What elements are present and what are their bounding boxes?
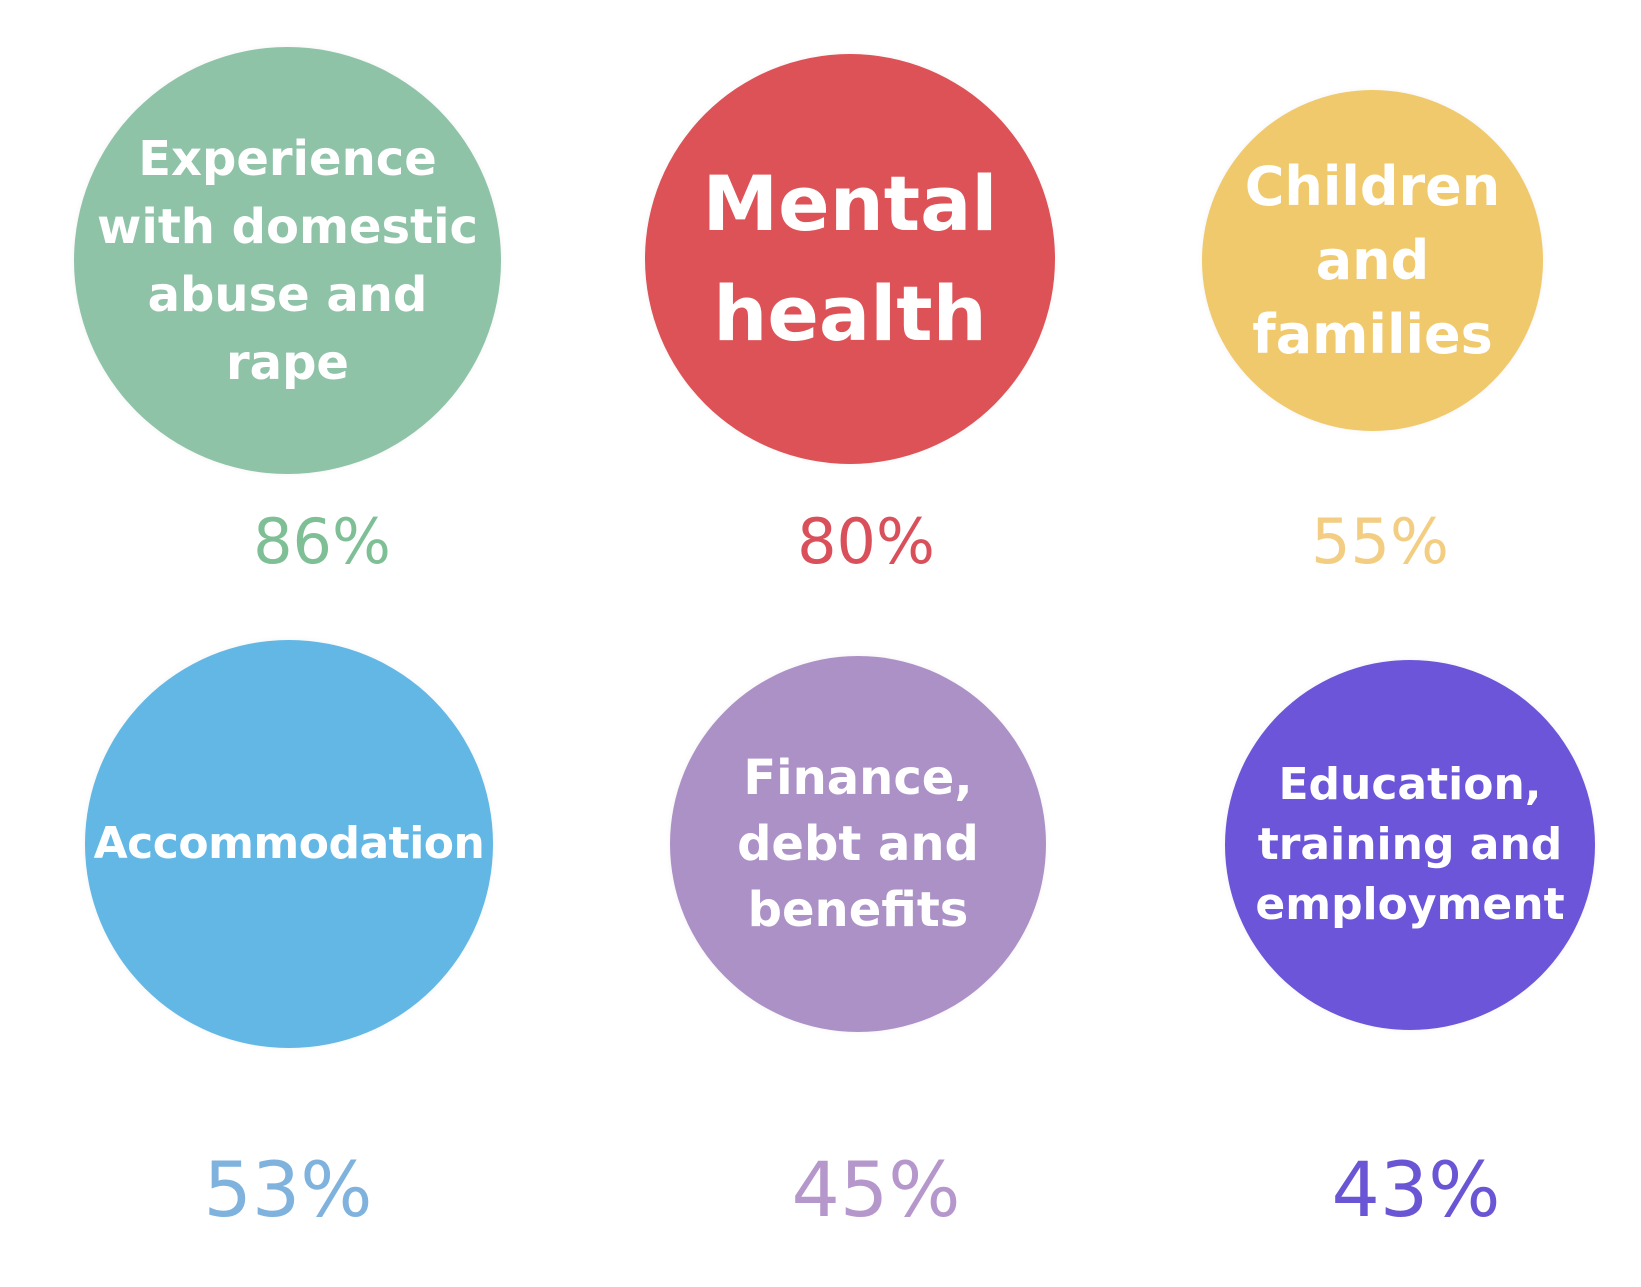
circle-accommodation: Accommodation [85, 640, 493, 1048]
percent-finance: 45% [791, 1145, 961, 1234]
circle-mental-health: Mental health [645, 54, 1055, 464]
circle-label: Children and families [1244, 154, 1501, 366]
circle-education: Education, training and employment [1225, 660, 1595, 1030]
percent-domestic-abuse: 86% [253, 505, 391, 578]
percent-accommodation: 53% [203, 1145, 373, 1234]
circle-label: Mental health [702, 159, 998, 358]
circle-label: Education, training and employment [1255, 759, 1565, 930]
circle-children-families: Children and families [1202, 90, 1543, 431]
circle-label: Experience with domestic abuse and rape [97, 130, 478, 391]
percent-children-families: 55% [1311, 505, 1449, 578]
circle-domestic-abuse: Experience with domestic abuse and rape [74, 47, 501, 474]
circle-label: Finance, debt and benefits [737, 750, 979, 938]
percent-mental-health: 80% [797, 505, 935, 578]
circle-finance: Finance, debt and benefits [670, 656, 1046, 1032]
circle-label: Accommodation [93, 818, 485, 869]
percent-education: 43% [1331, 1145, 1501, 1234]
